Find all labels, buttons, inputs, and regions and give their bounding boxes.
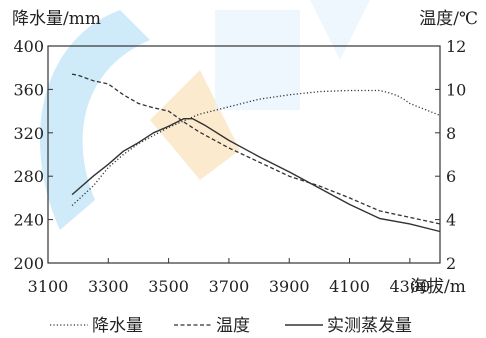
series-line-temperature [71, 73, 441, 225]
legend-label-precip: 降水量 [92, 316, 143, 336]
y-axis-right: 2 4 6 8 10 12 [435, 37, 466, 273]
y-left-tick-label: 200 [13, 254, 44, 273]
watermark-logo [40, 0, 370, 230]
y-left-tick-label: 280 [13, 167, 44, 186]
y-right-tick-label: 10 [446, 80, 466, 99]
x-tick-label: 3900 [269, 277, 310, 296]
y-right-tick-label: 12 [446, 37, 466, 56]
x-tick-label: 3300 [88, 277, 129, 296]
legend-label-evap: 实测蒸发量 [327, 316, 412, 336]
y-left-tick-label: 360 [13, 80, 44, 99]
y-right-tick-label: 4 [446, 211, 456, 230]
x-tick-label: 3100 [28, 277, 69, 296]
legend-label-temp: 温度 [216, 316, 250, 336]
x-axis-title: 海拔/m [410, 277, 466, 297]
y-right-tick-label: 6 [446, 167, 456, 186]
legend: 降水量 温度 实测蒸发量 [50, 316, 412, 336]
plot-frame [47, 45, 441, 264]
y-left-tick-label: 320 [13, 124, 44, 143]
watermark-arc [40, 10, 150, 230]
y-left-tick-label: 240 [13, 211, 44, 230]
y-axis-title-left: 降水量/mm [12, 9, 101, 29]
x-axis: 3100 3300 3500 3700 3900 4100 4300 [28, 258, 430, 296]
series-group [71, 73, 441, 233]
watermark-block-2 [310, 0, 370, 60]
y-left-tick-label: 400 [13, 37, 44, 56]
x-tick-label: 3700 [209, 277, 250, 296]
x-tick-label: 4300 [389, 277, 430, 296]
y-axis-title-right: 温度/℃ [419, 9, 478, 29]
x-tick-label: 4100 [329, 277, 370, 296]
x-tick-label: 3500 [148, 277, 189, 296]
series-line-precipitation [71, 89, 441, 206]
y-right-tick-label: 8 [446, 124, 456, 143]
y-axis-left: 200 240 280 320 360 400 [13, 37, 53, 273]
y-right-tick-label: 2 [446, 254, 456, 273]
watermark-block [215, 10, 300, 110]
series-line-evaporation [71, 117, 441, 233]
watermark-wedge [150, 70, 240, 180]
